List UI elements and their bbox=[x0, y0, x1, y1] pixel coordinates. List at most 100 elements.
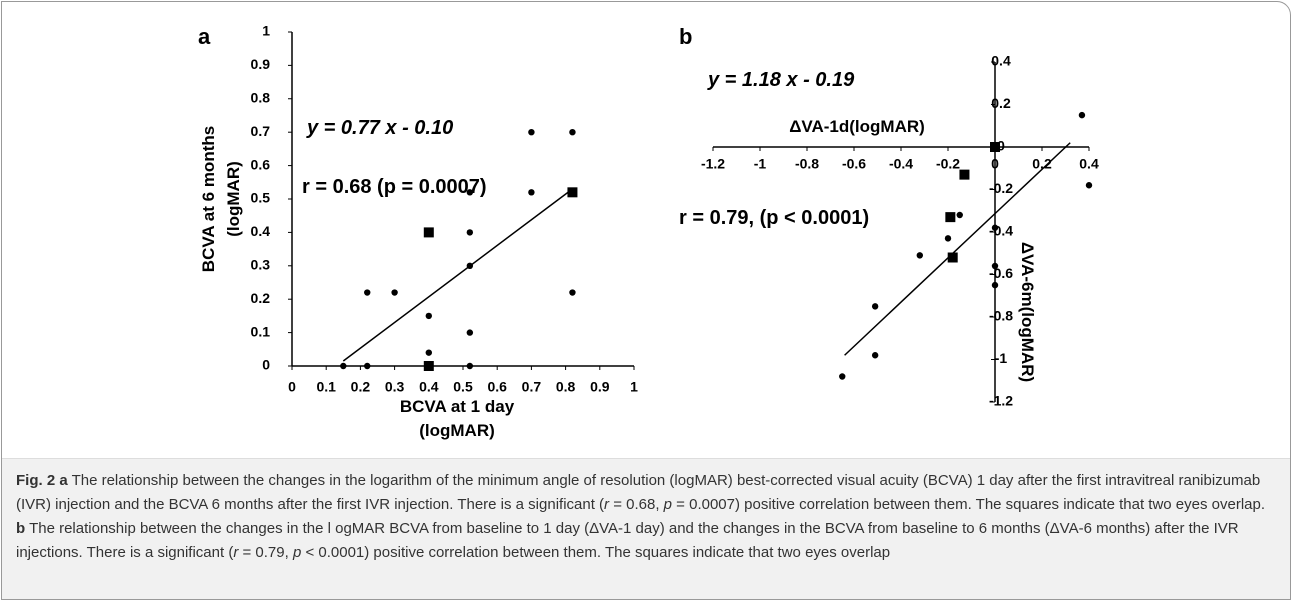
y-tick-label: 0.7 bbox=[251, 123, 271, 139]
y-axis-title: (logMAR) bbox=[224, 161, 243, 237]
annotation: y = 1.18 x - 0.19 bbox=[707, 69, 855, 91]
trendline bbox=[844, 142, 1071, 356]
x-tick-label: 0.9 bbox=[590, 379, 610, 395]
caption-text: r bbox=[233, 544, 239, 561]
caption-text: < 0.0001) positive correlation between t… bbox=[301, 544, 891, 561]
y-tick-label: 0.8 bbox=[251, 90, 271, 106]
y-tick-label: 0.1 bbox=[251, 323, 271, 339]
x-tick-label: -0.8 bbox=[795, 156, 819, 172]
caption-text: The relationship between the changes in … bbox=[16, 520, 1239, 561]
caption-text: p bbox=[663, 496, 673, 513]
point bbox=[528, 129, 535, 136]
x-tick-label: 0.4 bbox=[1079, 156, 1099, 172]
square-point bbox=[990, 142, 1000, 152]
caption-text: p bbox=[292, 544, 302, 561]
point bbox=[916, 252, 923, 259]
caption-text: = 0.68, bbox=[609, 496, 664, 513]
annotation: y = 0.77 x - 0.10 bbox=[306, 117, 453, 139]
annotation: r = 0.68 (p = 0.0007) bbox=[302, 176, 487, 198]
point bbox=[569, 129, 576, 136]
point bbox=[364, 362, 371, 370]
y-tick-label: 0.2 bbox=[251, 290, 271, 306]
x-tick-label: -0.6 bbox=[842, 156, 866, 172]
point bbox=[944, 235, 952, 242]
point bbox=[991, 281, 999, 289]
y-tick-label: 1 bbox=[262, 23, 270, 39]
point bbox=[466, 329, 474, 336]
y-tick-label: -0.6 bbox=[989, 265, 1013, 281]
x-tick-label: 0 bbox=[991, 156, 999, 172]
square-point bbox=[423, 227, 434, 238]
point bbox=[340, 362, 347, 370]
x-axis-title: BCVA at 1 day bbox=[400, 397, 515, 416]
y-tick-label: 0.4 bbox=[991, 53, 1011, 69]
trendline bbox=[342, 188, 573, 362]
chart: a 0 0.1 0.2 0.3 0.4 0.5 0.6 0.7 0.8 0.9 1 0 0.1 0.2 0.3… bbox=[198, 23, 638, 440]
annotation: r = 0.79, (p < 0.0001) bbox=[679, 207, 869, 229]
y-axis-title: ΔVA-6m(logMAR) bbox=[1018, 242, 1037, 382]
y-tick-label: 0.4 bbox=[251, 223, 271, 239]
y-tick-label: -1.2 bbox=[989, 393, 1013, 409]
y-tick-label: 0.3 bbox=[251, 257, 271, 273]
square-point bbox=[567, 187, 578, 198]
point bbox=[991, 224, 999, 231]
x-tick-label: -0.2 bbox=[936, 156, 960, 172]
charts: a 0 0.1 0.2 0.3 0.4 0.5 0.6 0.7 0.8 0.9 1 0 0.1 0.2 0.3… bbox=[198, 23, 1099, 440]
x-tick-label: 0.7 bbox=[522, 379, 542, 395]
y-tick-label: 0.6 bbox=[251, 156, 271, 172]
point bbox=[391, 289, 398, 296]
x-tick-label: 0.4 bbox=[419, 379, 439, 395]
y-tick-label: 0 bbox=[262, 357, 270, 373]
x-tick-label: 0 bbox=[288, 379, 296, 395]
square-point bbox=[945, 212, 956, 223]
x-tick-label: -1 bbox=[754, 156, 767, 172]
y-tick-label: 0.2 bbox=[991, 95, 1011, 111]
caption: Fig. 2 a The relationship between the ch… bbox=[2, 458, 1290, 599]
y-axis-title: BCVA at 6 months bbox=[199, 126, 218, 272]
point bbox=[528, 189, 535, 196]
y-tick-label: 0.5 bbox=[251, 190, 271, 206]
point bbox=[871, 303, 879, 310]
x-axis-title: ΔVA-1d(logMAR) bbox=[789, 117, 925, 136]
square-point bbox=[947, 252, 958, 263]
caption-text: = 0.0007) positive correlation between t… bbox=[672, 496, 1265, 513]
x-tick-label: 0.1 bbox=[316, 379, 336, 395]
point bbox=[425, 312, 432, 320]
point bbox=[425, 349, 432, 356]
point bbox=[1078, 111, 1086, 119]
square-point bbox=[959, 169, 970, 180]
point bbox=[466, 262, 474, 269]
x-axis-title: (logMAR) bbox=[419, 421, 495, 440]
chart: b -1.2 -1 -0.8 -0.6 -0.4 -0.2 0 0.2 0.4 -1.2 -1 -0.8… bbox=[679, 24, 1099, 409]
panel-label: b bbox=[679, 24, 692, 49]
y-tick-label: -1 bbox=[995, 350, 1008, 366]
point bbox=[364, 289, 371, 296]
point bbox=[569, 289, 576, 296]
point bbox=[466, 189, 474, 196]
x-tick-label: 0.3 bbox=[385, 379, 405, 395]
panel-label: a bbox=[198, 24, 211, 49]
x-tick-label: 0.6 bbox=[487, 379, 507, 395]
x-tick-label: 1 bbox=[630, 379, 638, 395]
caption-text: = 0.79, bbox=[238, 544, 293, 561]
x-tick-label: 0.5 bbox=[453, 379, 473, 395]
caption-text: b bbox=[16, 520, 26, 537]
y-tick-label: -0.2 bbox=[989, 180, 1013, 196]
point bbox=[466, 229, 474, 236]
caption-text: The relationship between the changes in … bbox=[16, 472, 1261, 513]
point bbox=[839, 373, 846, 380]
point bbox=[466, 362, 474, 370]
x-tick-label: 0.2 bbox=[1032, 156, 1052, 172]
x-tick-label: 0.2 bbox=[351, 379, 371, 395]
x-tick-label: 0.8 bbox=[556, 379, 576, 395]
y-tick-label: -0.8 bbox=[989, 308, 1013, 324]
point bbox=[991, 262, 999, 270]
caption-text: r bbox=[604, 496, 610, 513]
x-tick-label: -1.2 bbox=[701, 156, 725, 172]
caption-text: Fig. 2 a bbox=[16, 472, 68, 489]
y-tick-label: -0.4 bbox=[989, 223, 1013, 239]
square-point bbox=[423, 361, 434, 371]
y-tick-label: 0.9 bbox=[251, 56, 271, 72]
point bbox=[956, 211, 963, 219]
